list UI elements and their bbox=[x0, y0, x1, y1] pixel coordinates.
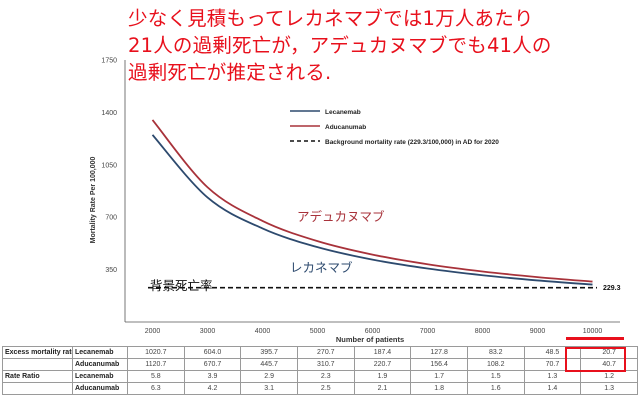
table-cell: 2.5 bbox=[296, 382, 355, 395]
table-cell: 5.8 bbox=[127, 370, 185, 383]
table-cell: 670.7 bbox=[183, 358, 242, 371]
table-cell: 1.2 bbox=[580, 370, 638, 383]
legend-label-lecanemab: Lecanemab bbox=[325, 109, 361, 116]
results-table: Excess mortality rate Lecanemab 1020.7 604.… bbox=[2, 346, 638, 395]
row-group-label bbox=[2, 358, 73, 371]
japanese-annotations: アデュカヌマブ レカネマブ 背景死亡率 bbox=[150, 209, 385, 293]
table-cell: 127.8 bbox=[410, 346, 468, 359]
x-tick-label: 6000 bbox=[365, 328, 381, 335]
x-tick-label: 9000 bbox=[530, 328, 546, 335]
row-group-label: Rate Ratio bbox=[2, 370, 73, 383]
legend-label-background: Background mortality rate (229.3/100,000… bbox=[325, 139, 499, 146]
table-cell: 604.0 bbox=[183, 346, 242, 359]
table-cell: 4.2 bbox=[183, 382, 242, 395]
table-cell: 187.4 bbox=[353, 346, 412, 359]
x-tick-label: 8000 bbox=[475, 328, 491, 335]
legend-label-aducanumab: Aducanumab bbox=[325, 124, 366, 131]
row-drug-label: Aducanumab bbox=[72, 358, 128, 371]
table-cell: 1.5 bbox=[466, 370, 525, 383]
row-drug-label: Aducanumab bbox=[72, 382, 128, 395]
x-tick-label: 2000 bbox=[145, 328, 161, 335]
mortality-line-chart: 350 700 1050 1400 1750 2000 3000 4000 5000 6000 7… bbox=[90, 58, 621, 345]
row-drug-label: Lecanemab bbox=[72, 346, 128, 359]
headline: 少なく見積もってレカネマブでは1万人あたり 21人の過剰死亡が，アデュカヌマブで… bbox=[128, 5, 633, 86]
table-cell: 3.9 bbox=[183, 370, 242, 383]
headline-line-3: 過剰死亡が推定される. bbox=[128, 61, 332, 84]
x-tick-labels: 2000 3000 4000 5000 6000 7000 8000 9000 10000 bbox=[145, 328, 603, 335]
table-cell: 1.7 bbox=[410, 370, 468, 383]
x-tick-label: 4000 bbox=[255, 328, 271, 335]
table-cell: 1.8 bbox=[410, 382, 468, 395]
y-tick-labels: 350 700 1050 1400 1750 bbox=[101, 58, 117, 275]
table-cell: 1020.7 bbox=[127, 346, 185, 359]
series-lines bbox=[151, 119, 593, 286]
chart-legend: Lecanemab Aducanumab Background mortalit… bbox=[290, 109, 499, 146]
aducanumab-annotation: アデュカヌマブ bbox=[297, 209, 385, 224]
x-tick-label: 7000 bbox=[420, 328, 436, 335]
table-cell: 2.9 bbox=[240, 370, 298, 383]
table-cell: 1.9 bbox=[353, 370, 412, 383]
lecanemab-annotation: レカネマブ bbox=[290, 260, 353, 275]
table-cell: 6.3 bbox=[127, 382, 185, 395]
background-mortality-value-label: 229.3 bbox=[603, 285, 621, 292]
table-row: Aducanumab 1120.7 670.7 445.7 310.7 220.7 156.… bbox=[2, 358, 638, 371]
highlight-box bbox=[565, 347, 626, 372]
y-tick-label: 350 bbox=[105, 267, 117, 274]
row-group-label: Excess mortality rate bbox=[2, 346, 73, 359]
table-cell: 1.3 bbox=[523, 370, 582, 383]
x-axis-label: Number of patients bbox=[336, 335, 404, 344]
table-cell: 83.2 bbox=[466, 346, 525, 359]
x-tick-label: 5000 bbox=[310, 328, 326, 335]
background-mortality-annotation: 背景死亡率 bbox=[150, 278, 213, 293]
x-tick-label: 3000 bbox=[200, 328, 216, 335]
table-row: Excess mortality rate Lecanemab 1020.7 604.… bbox=[2, 346, 638, 359]
series-line-lecanemab bbox=[151, 134, 593, 286]
table-cell: 108.2 bbox=[466, 358, 525, 371]
y-tick-label: 700 bbox=[105, 215, 117, 222]
x-tick-label: 10000 bbox=[583, 328, 603, 335]
table-cell: 156.4 bbox=[410, 358, 468, 371]
headline-line-1: 少なく見積もってレカネマブでは1万人あたり bbox=[128, 7, 534, 30]
y-tick-label: 1400 bbox=[101, 110, 117, 117]
row-drug-label: Lecanemab bbox=[72, 370, 128, 383]
results-table-body: Excess mortality rate Lecanemab 1020.7 604.… bbox=[2, 346, 638, 395]
series-line-aducanumab bbox=[151, 119, 593, 283]
table-cell: 2.1 bbox=[353, 382, 412, 395]
table-cell: 1.3 bbox=[580, 382, 638, 395]
chart-axes bbox=[124, 60, 620, 323]
table-cell: 445.7 bbox=[240, 358, 298, 371]
table-cell: 3.1 bbox=[240, 382, 298, 395]
table-cell: 1.6 bbox=[466, 382, 525, 395]
table-cell: 395.7 bbox=[240, 346, 298, 359]
table-row: Rate Ratio Lecanemab 5.8 3.9 2.9 2.3 1.9 1.7 1.5… bbox=[2, 370, 638, 383]
table-cell: 2.3 bbox=[296, 370, 355, 383]
y-tick-label: 1050 bbox=[101, 162, 117, 169]
table-row: Aducanumab 6.3 4.2 3.1 2.5 2.1 1.8 1.6 1.4 1.3 bbox=[2, 382, 638, 395]
y-tick-label: 1750 bbox=[101, 58, 117, 65]
row-group-label bbox=[2, 382, 73, 395]
table-cell: 310.7 bbox=[296, 358, 355, 371]
highlight-underline bbox=[566, 337, 624, 340]
table-cell: 220.7 bbox=[353, 358, 412, 371]
table-cell: 1.4 bbox=[523, 382, 582, 395]
table-cell: 270.7 bbox=[296, 346, 355, 359]
headline-line-2: 21人の過剰死亡が，アデュカヌマブでも41人の bbox=[128, 34, 552, 57]
y-axis-label: Mortality Rate Per 100,000 bbox=[90, 157, 97, 244]
table-cell: 1120.7 bbox=[127, 358, 185, 371]
